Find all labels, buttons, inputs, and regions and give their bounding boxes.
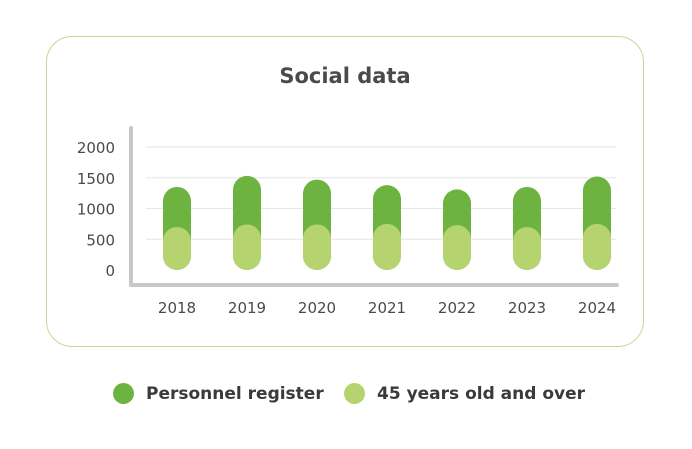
axes [129,126,619,287]
bar-45-years-and-over-2023 [513,226,541,270]
legend-item-personnel-register: Personnel register [113,383,324,404]
legend: Personnel register 45 years old and over [0,383,692,411]
y-tick-label-500: 500 [86,231,115,249]
legend-swatch-45-years-and-over [344,383,365,404]
legend-item-45-years-and-over: 45 years old and over [344,383,585,404]
x-tick-label-2021: 2021 [368,299,406,317]
bar-45-years-and-over-2021 [373,223,401,270]
bar-45-years-and-over-2022 [443,225,471,270]
y-tick-label-1000: 1000 [77,201,115,219]
x-tick-label-2022: 2022 [438,299,476,317]
x-tick-label-2024: 2024 [578,299,616,317]
bars [163,175,611,270]
legend-label-personnel-register: Personnel register [146,383,324,404]
bar-45-years-and-over-2018 [163,226,191,270]
legend-label-45-years-and-over: 45 years old and over [377,383,586,404]
x-tick-label-2020: 2020 [298,299,336,317]
bar-45-years-and-over-2020 [303,224,331,270]
x-tick-label-2019: 2019 [228,299,266,317]
legend-swatch-personnel-register [113,383,134,404]
bar-45-years-and-over-2019 [233,224,261,270]
y-tick-label-0: 0 [105,262,115,280]
y-tick-label-1500: 1500 [77,170,115,188]
y-tick-label-2000: 2000 [77,139,115,157]
chart-card [46,36,644,347]
x-tick-label-2023: 2023 [508,299,546,317]
y-axis-tick-labels: 0 500 1000 1500 2000 [77,139,115,280]
x-axis-tick-labels: 2018 2019 2020 2021 2022 2023 2024 [158,299,616,317]
chart-title: Social data [279,64,411,88]
bar-45-years-and-over-2024 [583,223,611,270]
x-tick-label-2018: 2018 [158,299,196,317]
